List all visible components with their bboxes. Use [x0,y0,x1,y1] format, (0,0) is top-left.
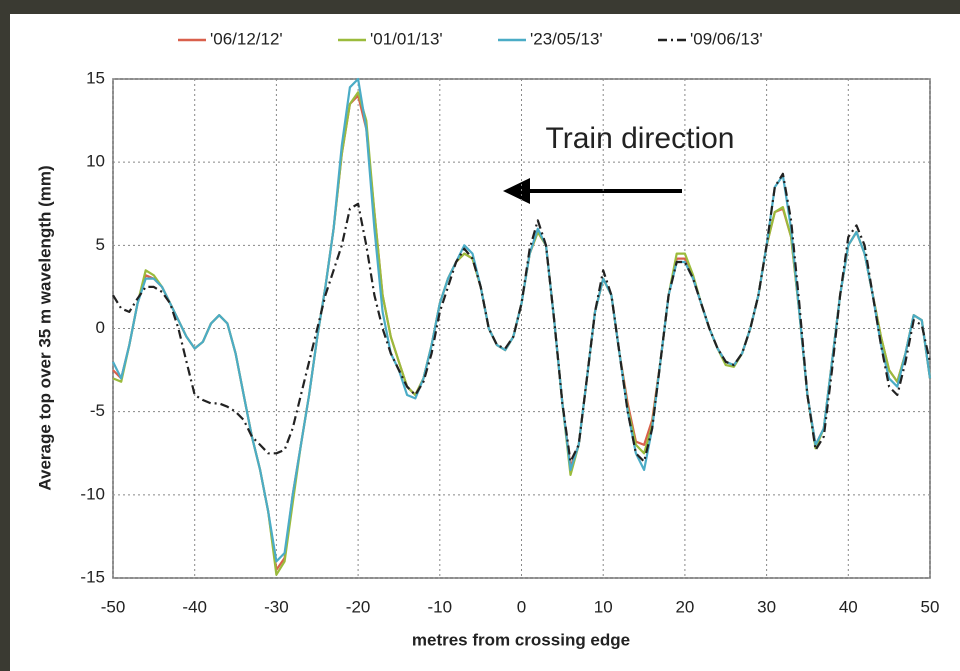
annotation: Train direction [546,122,735,155]
y-tick-label: -5 [90,401,105,420]
legend-label: '09/06/13' [690,29,763,48]
y-tick-label: -15 [80,567,105,586]
y-tick-label: 5 [96,235,105,254]
x-tick-label: 0 [517,597,526,616]
chart-panel [10,14,960,671]
x-tick-label: -50 [101,597,126,616]
x-axis-label: metres from crossing edge [412,630,630,649]
x-tick-label: 40 [839,597,858,616]
data-line [112,172,932,463]
y-tick-label: 0 [96,318,105,337]
x-tick-label: 50 [921,597,940,616]
x-tick-label: -40 [182,597,207,616]
legend-label: '06/12/12' [210,29,283,48]
x-tick-label: -10 [428,597,453,616]
x-tick-label: 30 [757,597,776,616]
y-tick-label: 15 [86,68,105,87]
x-tick-label: 20 [675,597,694,616]
legend-label: '23/05/13' [530,29,603,48]
y-tick-label: -10 [80,484,105,503]
arrow-head [503,178,530,204]
x-tick-label: -30 [264,597,289,616]
legend-label: '01/01/13' [370,29,443,48]
x-tick-label: -20 [346,597,371,616]
x-tick-label: 10 [594,597,613,616]
y-tick-label: 10 [86,152,105,171]
y-axis-label: Average top over 35 m wavelength (mm) [35,165,54,490]
